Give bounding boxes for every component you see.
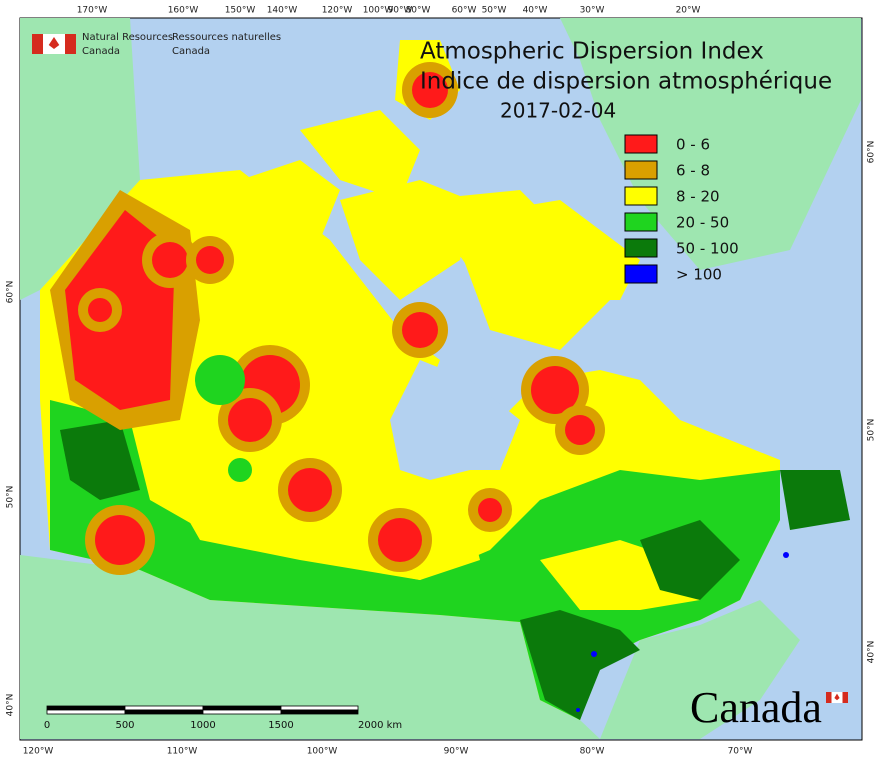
greenland (560, 18, 861, 270)
longitude-label: 120°W (322, 6, 353, 16)
legend-label: 0 - 6 (676, 136, 710, 154)
legend-swatch (624, 212, 658, 232)
title: Atmospheric Dispersion Index (420, 39, 764, 65)
newfoundland (780, 470, 850, 530)
island (240, 160, 340, 250)
index-zone (412, 72, 448, 108)
latitude-label: 60°N (6, 281, 16, 304)
index-zone (228, 458, 252, 482)
land (20, 18, 861, 739)
legend-swatch (624, 264, 658, 284)
agency-fr: Ressources naturelles (172, 32, 281, 43)
usa (20, 555, 600, 739)
latitude-label: 50°N (867, 419, 877, 442)
index-zone (378, 518, 422, 562)
latitude-label: 60°N (867, 141, 877, 164)
index-zone (478, 498, 502, 522)
latitude-label: 40°N (6, 694, 16, 717)
longitude-label: 40°W (523, 6, 548, 16)
flag-leaf (834, 693, 840, 701)
index-zone (783, 552, 789, 558)
longitude-label: 90°W (444, 747, 469, 757)
legend-label: > 100 (676, 266, 722, 284)
longitude-label: 60°W (452, 6, 477, 16)
agency-en: Canada (82, 46, 120, 57)
flag-band (32, 34, 43, 54)
index-zone (152, 242, 188, 278)
legend-swatch (624, 160, 658, 180)
longitude-label: 80°W (406, 6, 431, 16)
scale-label: 1000 (190, 720, 215, 731)
legend-label: 8 - 20 (676, 188, 720, 206)
longitude-label: 140°W (267, 6, 298, 16)
longitude-label: 160°W (168, 6, 199, 16)
legend-swatch (624, 238, 658, 258)
longitude-label: 50°W (482, 6, 507, 16)
wordmark: Canada (690, 683, 822, 732)
index-zone (88, 298, 112, 322)
scale-label: 500 (115, 720, 134, 731)
scale-label: 2000 km (358, 720, 402, 731)
legend-label: 20 - 50 (676, 214, 729, 232)
flag-leaf (48, 37, 60, 49)
latitude-label: 50°N (6, 486, 16, 509)
longitude-label: 80°W (580, 747, 605, 757)
legend-label: 50 - 100 (676, 240, 739, 258)
legend-swatch (624, 134, 658, 154)
scale-segment (280, 709, 359, 715)
southern-ontario (520, 610, 640, 720)
index-zone (531, 366, 579, 414)
longitude-label: 100°W (307, 747, 338, 757)
scale-segment (124, 709, 204, 715)
index-zone (228, 398, 272, 442)
scale-segment (46, 705, 126, 711)
longitude-label: 20°W (676, 6, 701, 16)
scale-label: 1500 (268, 720, 293, 731)
longitude-label: 110°W (167, 747, 198, 757)
baffin-north (500, 200, 640, 300)
longitude-label: 120°W (23, 747, 54, 757)
title: Indice de dispersion atmosphérique (420, 69, 832, 95)
flag-band (842, 692, 848, 703)
index-zone (591, 651, 597, 657)
island (300, 110, 420, 200)
date: 2017-02-04 (500, 99, 616, 123)
quebec-dark (640, 520, 740, 600)
longitude-label: 70°W (728, 747, 753, 757)
latitude-label: 40°N (867, 641, 877, 664)
longitude-label: 90°W (388, 6, 413, 16)
legend-label: 6 - 8 (676, 162, 710, 180)
longitude-label: 30°W (580, 6, 605, 16)
scale-segment (124, 705, 204, 711)
scale-segment (202, 705, 282, 711)
index-zone (402, 312, 438, 348)
flag-band (65, 34, 76, 54)
index-zone (95, 515, 145, 565)
longitude-label: 170°W (77, 6, 108, 16)
hudson-bay (390, 360, 520, 480)
agency-en: Natural Resources (82, 32, 173, 43)
index-zone (195, 355, 245, 405)
alaska (20, 18, 140, 300)
longitude-label: 150°W (225, 6, 256, 16)
scale-label: 0 (44, 720, 50, 731)
scale-segment (280, 705, 359, 711)
longitude-label: 100°W (363, 6, 394, 16)
legend-swatch (624, 186, 658, 206)
bc-dark (60, 420, 140, 500)
index-zone (196, 246, 224, 274)
index-zone (576, 708, 580, 712)
agency-fr: Canada (172, 46, 210, 57)
scale-segment (46, 709, 126, 715)
flag-band (826, 692, 832, 703)
labels: Natural Resources Canada Ressources nature… (6, 6, 877, 757)
index-zone (288, 468, 332, 512)
usa-east (600, 600, 800, 739)
scale-segment (202, 709, 282, 715)
index-zone (565, 415, 595, 445)
